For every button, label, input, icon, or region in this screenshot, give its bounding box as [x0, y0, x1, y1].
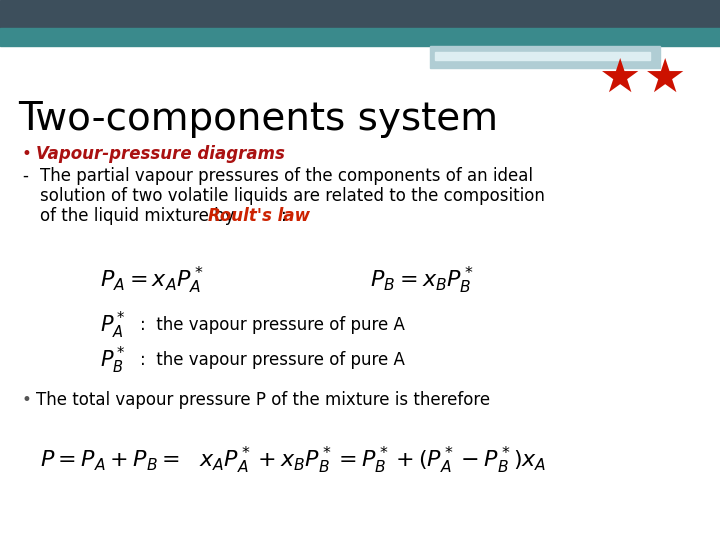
Text: The total vapour pressure P of the mixture is therefore: The total vapour pressure P of the mixtu… [36, 391, 490, 409]
Text: -: - [22, 167, 28, 185]
Text: Two-components system: Two-components system [18, 100, 498, 138]
Bar [0, 0, 720, 28]
Text: $P_A^*$: $P_A^*$ [100, 309, 126, 341]
Text: ★: ★ [599, 57, 642, 103]
Text: ★: ★ [644, 57, 686, 103]
Text: Vapour-pressure diagrams: Vapour-pressure diagrams [36, 145, 285, 163]
Text: of the liquid mixture by: of the liquid mixture by [40, 207, 240, 225]
Text: :  the vapour pressure of pure A: : the vapour pressure of pure A [140, 316, 405, 334]
Bar [435, 52, 650, 60]
Text: solution of two volatile liquids are related to the composition: solution of two volatile liquids are rel… [40, 187, 545, 205]
Bar [430, 46, 660, 68]
Bar [0, 28, 720, 46]
Text: $P_A = x_A P_A^*$: $P_A = x_A P_A^*$ [100, 265, 204, 295]
Text: Roult's law: Roult's law [207, 207, 310, 225]
Text: $P = P_A + P_B =\ \ x_A P_A^* + x_B P_B^* = P_B^* + (P_A^* - P_B^*)x_A$: $P = P_A + P_B =\ \ x_A P_A^* + x_B P_B^… [40, 444, 546, 476]
Text: $P_B^*$: $P_B^*$ [100, 345, 126, 376]
Text: •: • [22, 145, 32, 163]
Text: The partial vapour pressures of the components of an ideal: The partial vapour pressures of the comp… [40, 167, 533, 185]
Text: •: • [22, 391, 32, 409]
Text: $P_B = x_B P_B^*$: $P_B = x_B P_B^*$ [370, 265, 474, 295]
Text: :: : [282, 207, 287, 225]
Text: :  the vapour pressure of pure A: : the vapour pressure of pure A [140, 351, 405, 369]
